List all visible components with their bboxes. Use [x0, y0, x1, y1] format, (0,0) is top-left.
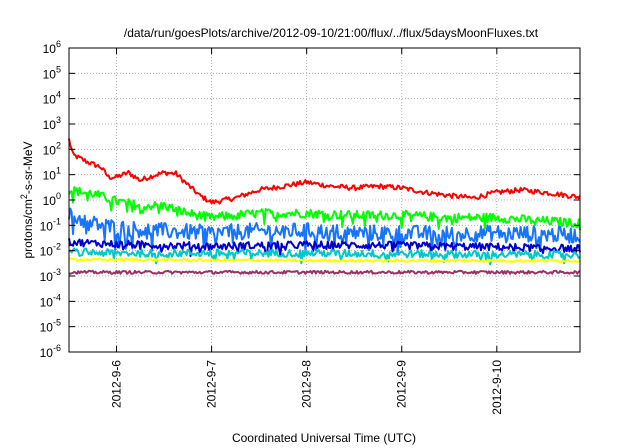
y-tick-label: 105 — [43, 64, 61, 81]
chart-title: /data/run/goesPlots/archive/2012-09-10/2… — [124, 26, 539, 40]
x-tick-label: 2012-9-10 — [490, 360, 504, 415]
x-axis-label: Coordinated Universal Time (UTC) — [232, 431, 416, 445]
x-tick-label: 2012-9-6 — [110, 360, 124, 408]
y-tick-label: 10-6 — [40, 343, 61, 360]
y-tick-label: 106 — [43, 39, 61, 56]
series-line-4 — [68, 238, 581, 257]
grid — [69, 48, 580, 352]
y-tick-label: 100 — [43, 191, 61, 208]
y-tick-label: 10-1 — [40, 216, 61, 233]
series-line-3 — [68, 207, 581, 255]
series-line-6 — [68, 257, 581, 263]
x-tick-label: 2012-9-9 — [395, 360, 409, 408]
y-tick-labels: 10-6 10-5 10-4 10-3 10-2 10-1 100 101 102 103 104 1… — [40, 39, 61, 360]
y-axis-label: protons/cm2-s-sr-MeV — [19, 141, 35, 258]
x-tick-labels: 2012-9-6 2012-9-7 2012-9-8 2012-9-9 2012-9-1… — [110, 360, 504, 415]
y-tick-label: 103 — [43, 115, 61, 132]
y-tick-label: 102 — [43, 140, 61, 157]
series-line-1 — [68, 138, 581, 205]
tick-marks — [69, 47, 580, 353]
series-group — [68, 138, 581, 275]
series-line-7 — [68, 269, 581, 275]
y-tick-label: 101 — [43, 166, 61, 183]
series-line-2 — [68, 186, 581, 231]
y-tick-label: 10-2 — [40, 242, 61, 259]
y-tick-label: 10-4 — [40, 292, 61, 309]
x-tick-label: 2012-9-7 — [205, 360, 219, 408]
y-tick-label: 10-5 — [40, 318, 61, 335]
series-line-5 — [68, 247, 581, 266]
x-tick-label: 2012-9-8 — [300, 360, 314, 408]
y-tick-label: 104 — [43, 90, 61, 107]
y-tick-label: 10-3 — [40, 267, 61, 284]
